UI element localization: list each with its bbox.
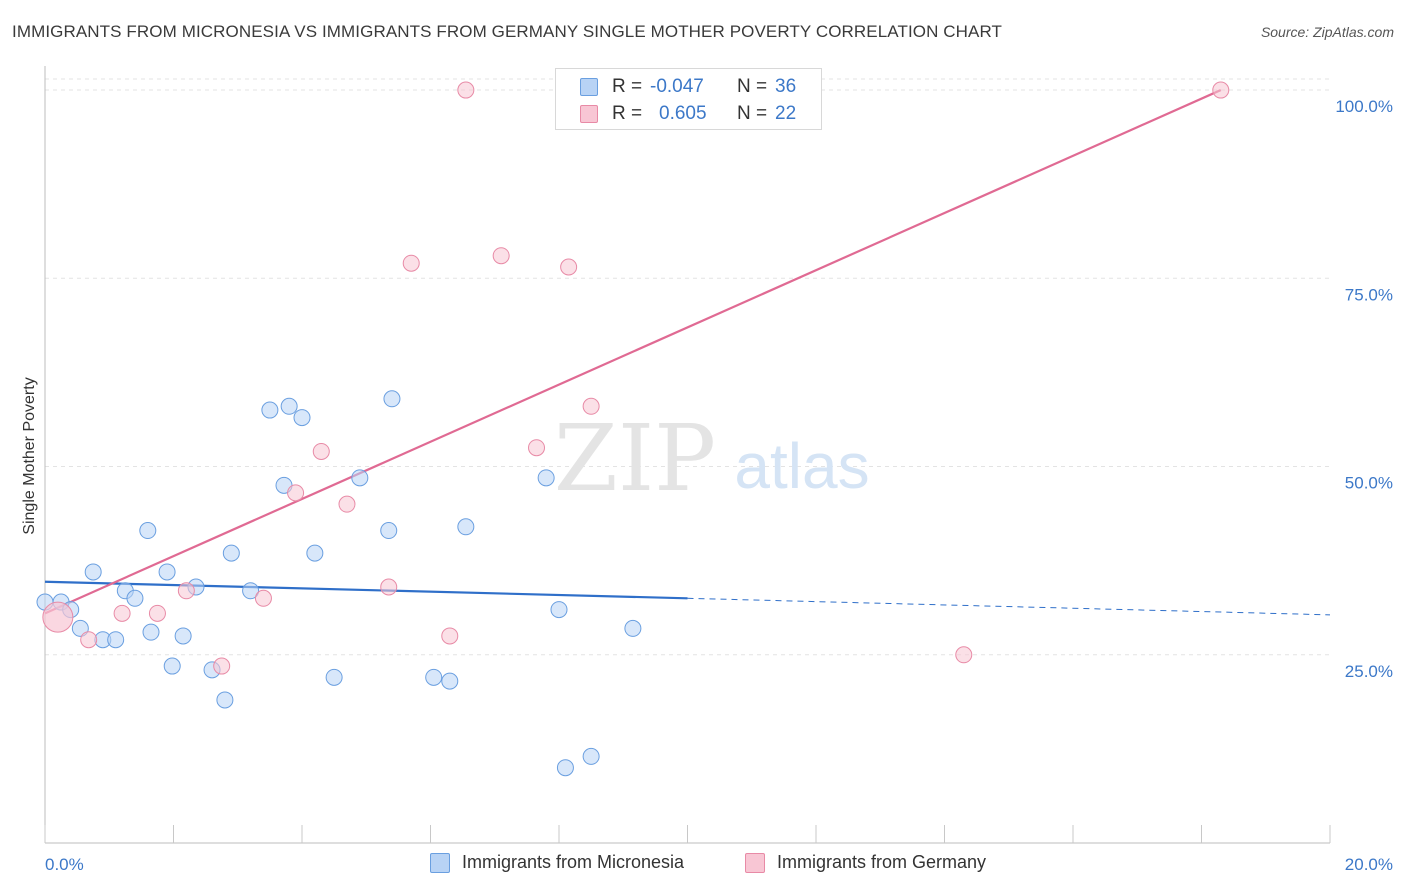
data-point-pink bbox=[287, 484, 305, 502]
x-tick-label: 20.0% bbox=[1345, 855, 1393, 874]
data-point-pink bbox=[312, 442, 330, 460]
data-point-blue bbox=[142, 623, 160, 641]
legend-n-value: 22 bbox=[775, 103, 797, 124]
y-tick-label: 25.0% bbox=[1345, 662, 1393, 681]
data-point-pink bbox=[560, 258, 578, 276]
data-point-blue bbox=[242, 582, 260, 600]
data-point-blue bbox=[174, 627, 192, 645]
data-point-pink bbox=[528, 439, 546, 457]
data-point-pink bbox=[42, 601, 74, 633]
data-point-blue bbox=[261, 401, 279, 419]
watermark-zip: ZIP bbox=[554, 405, 716, 512]
trend-lines bbox=[44, 89, 1331, 616]
data-point-blue bbox=[537, 469, 555, 487]
bottom-legend-label: Immigrants from Micronesia bbox=[462, 852, 685, 872]
data-point-pink bbox=[80, 631, 98, 649]
data-point-blue bbox=[280, 397, 298, 415]
data-point-blue bbox=[380, 522, 398, 540]
y-tick-label: 75.0% bbox=[1345, 285, 1393, 304]
legend-swatch-pink bbox=[580, 105, 598, 123]
data-point-blue bbox=[306, 544, 324, 562]
data-point-blue bbox=[383, 390, 401, 408]
legend-r-value: 0.605 bbox=[659, 103, 707, 124]
bottom-legend-label: Immigrants from Germany bbox=[777, 852, 987, 872]
source-credit: Source: ZipAtlas.com bbox=[1260, 24, 1394, 40]
legend-r-label: R = bbox=[612, 103, 643, 124]
data-point-blue bbox=[216, 691, 234, 709]
data-point-blue bbox=[457, 518, 475, 536]
data-point-blue bbox=[126, 589, 144, 607]
tick-labels: 25.0% 50.0% 75.0% 100.0% 0.0% 20.0% bbox=[45, 97, 1393, 874]
data-point-blue bbox=[222, 544, 240, 562]
data-point-pink bbox=[441, 627, 459, 645]
data-point-blue bbox=[351, 469, 369, 487]
data-point-blue bbox=[293, 409, 311, 427]
stats-legend: R = -0.047 N = 36 R = 0.605 N = 22 bbox=[555, 68, 822, 130]
data-point-blue bbox=[550, 601, 568, 619]
legend-n-value: 36 bbox=[775, 76, 797, 97]
data-point-pink bbox=[338, 495, 356, 513]
data-point-blue bbox=[84, 563, 102, 581]
chart-title: IMMIGRANTS FROM MICRONESIA VS IMMIGRANTS… bbox=[12, 22, 1003, 41]
data-point-blue bbox=[582, 747, 600, 765]
data-point-blue bbox=[624, 619, 642, 637]
legend-swatch-blue bbox=[580, 78, 598, 96]
data-point-blue bbox=[325, 668, 343, 686]
watermark-atlas: atlas bbox=[734, 430, 869, 502]
data-point-pink bbox=[1212, 81, 1230, 99]
y-tick-label: 50.0% bbox=[1345, 474, 1393, 493]
data-point-blue bbox=[425, 668, 443, 686]
y-tick-label: 100.0% bbox=[1335, 97, 1393, 116]
trend-line-blue bbox=[44, 580, 688, 600]
data-point-pink bbox=[457, 81, 475, 99]
data-point-blue bbox=[139, 522, 157, 540]
y-axis-label: Single Mother Poverty bbox=[21, 377, 38, 534]
data-point-pink bbox=[254, 589, 272, 607]
bottom-legend-swatch-pink bbox=[745, 853, 765, 873]
trend-extension-blue bbox=[687, 597, 1331, 616]
trend-line-pink bbox=[44, 89, 1222, 615]
data-point-pink bbox=[402, 254, 420, 272]
data-point-blue bbox=[556, 759, 574, 777]
grid-lines bbox=[45, 78, 1330, 656]
legend-r-value: -0.047 bbox=[650, 76, 704, 97]
axes bbox=[44, 66, 1331, 844]
legend-n-label: N = bbox=[737, 76, 768, 97]
data-point-pink bbox=[177, 582, 195, 600]
data-point-blue bbox=[163, 657, 181, 675]
data-point-blue bbox=[441, 672, 459, 690]
watermark: ZIP atlas bbox=[554, 405, 870, 512]
data-point-pink bbox=[380, 578, 398, 596]
data-point-pink bbox=[582, 397, 600, 415]
data-point-blue bbox=[107, 631, 125, 649]
bottom-legend-swatch-blue bbox=[430, 853, 450, 873]
x-tick-label: 0.0% bbox=[45, 855, 84, 874]
legend-r-label: R = bbox=[612, 76, 643, 97]
data-point-pink bbox=[113, 604, 131, 622]
data-points bbox=[36, 81, 1230, 777]
legend-n-label: N = bbox=[737, 103, 768, 124]
data-point-blue bbox=[158, 563, 176, 581]
data-point-pink bbox=[492, 247, 510, 265]
data-point-pink bbox=[213, 657, 231, 675]
data-point-pink bbox=[148, 604, 166, 622]
data-point-pink bbox=[955, 646, 973, 664]
